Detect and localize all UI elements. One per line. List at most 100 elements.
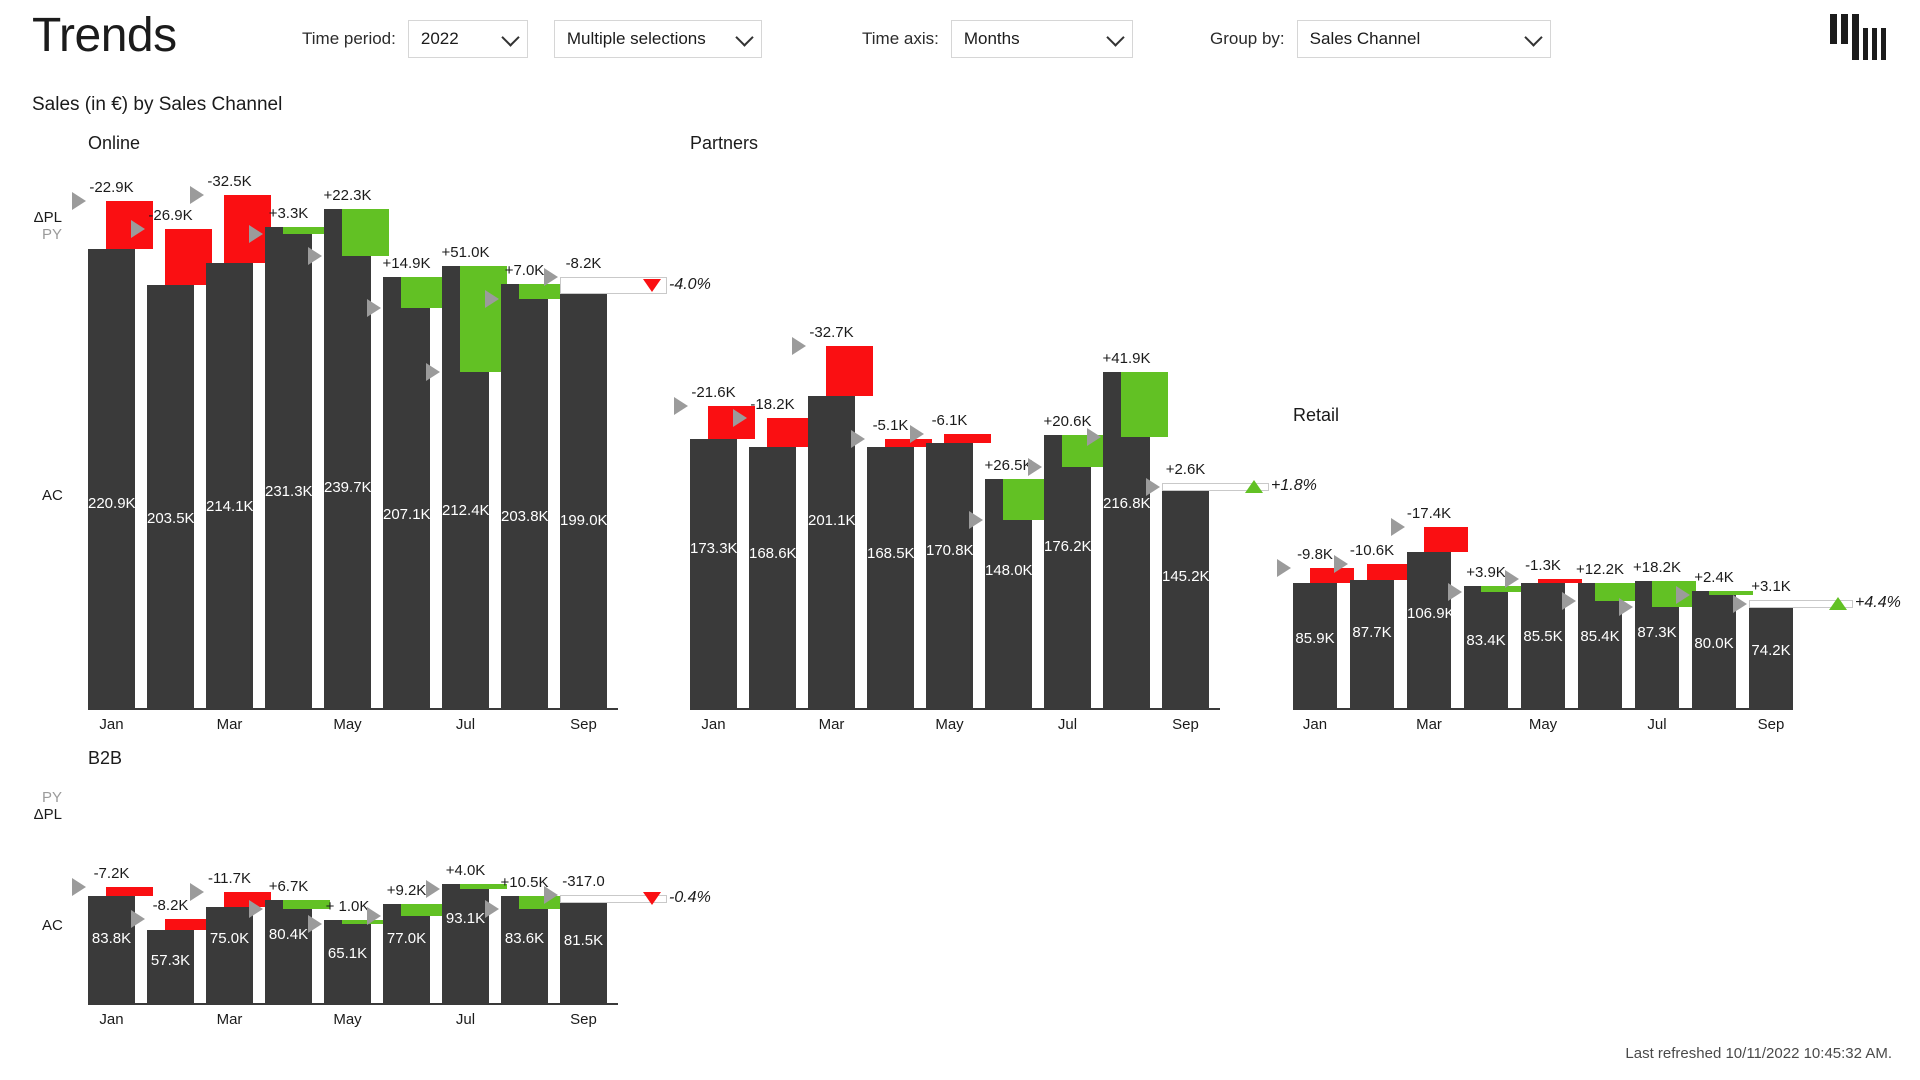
delta-bar-positive[interactable] [1062, 434, 1109, 467]
x-axis-tick: May [1528, 716, 1558, 733]
delta-bar-positive[interactable] [342, 919, 389, 924]
time-axis-label: Time axis: [862, 29, 939, 48]
delta-bar-negative[interactable] [885, 438, 932, 447]
ac-bar[interactable] [690, 439, 737, 708]
ac-bar[interactable] [265, 900, 312, 1003]
chart-title-partners: Partners [690, 133, 759, 153]
delta-bar-negative[interactable] [1538, 579, 1582, 584]
legend-py-label: PY [41, 789, 62, 806]
delta-bar-negative[interactable] [1424, 526, 1468, 552]
x-axis-line [690, 708, 1220, 710]
app-header: Trends Time period: 2022 Multiple select… [0, 0, 1920, 78]
ac-bar[interactable] [147, 284, 194, 708]
ac-bar[interactable] [324, 919, 371, 1003]
delta-bar-positive[interactable] [1595, 583, 1639, 602]
ac-bar[interactable] [206, 907, 253, 1003]
delta-bar-negative[interactable] [165, 919, 212, 930]
ac-value-label: 87.7K [1352, 624, 1392, 641]
group-by-dropdown[interactable]: Sales Channel [1296, 20, 1551, 58]
chart-title-retail: Retail [1293, 405, 1340, 425]
x-axis-tick: Mar [216, 1011, 243, 1028]
legend-delta-py: PY ΔPL [6, 789, 62, 824]
ac-bar[interactable] [88, 248, 135, 708]
py-reference-marker [249, 224, 263, 243]
py-reference-marker [131, 910, 145, 929]
delta-value-label: + 1.0K [325, 897, 370, 915]
ac-bar[interactable] [867, 446, 914, 708]
delta-bar-positive[interactable] [283, 900, 330, 909]
delta-bar-positive[interactable] [460, 883, 507, 889]
summary-arrow-up-icon [1829, 596, 1847, 610]
time-axis-dropdown[interactable]: Months [950, 20, 1133, 58]
delta-bar-negative[interactable] [106, 886, 153, 896]
delta-bar-negative[interactable] [826, 345, 873, 397]
delta-bar-negative[interactable] [708, 405, 755, 440]
year-dropdown[interactable]: 2022 [407, 20, 528, 58]
ac-bar[interactable] [560, 898, 607, 1003]
ac-bar[interactable] [749, 446, 796, 708]
ac-value-label: 231.3K [265, 483, 313, 500]
py-reference-marker [485, 900, 499, 919]
delta-bar-negative[interactable] [106, 200, 153, 249]
ac-bar[interactable] [265, 226, 312, 708]
filter-time-axis: Time axis: Months [862, 20, 1133, 58]
selection-dropdown[interactable]: Multiple selections [553, 20, 762, 58]
ac-bar[interactable] [560, 294, 607, 708]
ac-bar[interactable] [926, 443, 973, 708]
x-axis-tick: Jul [455, 1011, 476, 1028]
group-by-label: Group by: [1210, 29, 1285, 48]
ac-bar[interactable] [1692, 591, 1736, 708]
delta-bar-positive[interactable] [401, 904, 448, 917]
py-reference-marker [426, 879, 440, 898]
ac-bar[interactable] [88, 895, 135, 1003]
delta-bar-positive[interactable] [1709, 591, 1753, 596]
ac-value-label: 170.8K [926, 542, 974, 559]
delta-bar-positive[interactable] [283, 226, 330, 234]
chevron-down-icon [501, 28, 520, 47]
delta-bar-negative[interactable] [224, 195, 271, 263]
ac-bar[interactable] [501, 284, 548, 708]
delta-value-label: -22.9K [89, 178, 134, 196]
delta-bar-negative[interactable] [767, 418, 814, 447]
delta-bar-positive[interactable] [342, 209, 389, 256]
ac-bar[interactable] [1521, 583, 1565, 708]
x-axis-tick: Jul [1647, 716, 1667, 733]
ac-value-label: 81.5K [563, 932, 604, 949]
py-reference-marker [1146, 477, 1160, 496]
py-reference-marker [367, 907, 381, 926]
delta-value-label: -5.1K [872, 416, 909, 434]
ac-bar[interactable] [383, 904, 430, 1003]
delta-bar-positive[interactable] [460, 266, 507, 373]
ac-bar[interactable] [206, 262, 253, 708]
ac-bar[interactable] [1293, 582, 1337, 708]
ac-bar[interactable] [442, 883, 489, 1003]
ac-bar[interactable] [1464, 586, 1508, 708]
ac-bar[interactable] [1578, 583, 1622, 708]
ac-bar[interactable] [147, 929, 194, 1003]
delta-bar-positive[interactable] [519, 284, 566, 299]
delta-bar-positive[interactable] [519, 895, 566, 910]
delta-bar-negative[interactable] [944, 433, 991, 444]
chart-subtitle: Sales (in €) by Sales Channel [32, 94, 283, 115]
ac-value-label: 148.0K [985, 562, 1033, 579]
ac-bar[interactable] [1350, 579, 1394, 708]
ac-value-label: 201.1K [808, 512, 856, 529]
x-axis-tick: Sep [570, 1011, 597, 1028]
delta-bar-negative[interactable] [165, 228, 212, 285]
ac-bar[interactable] [1749, 599, 1793, 708]
delta-bar-positive[interactable] [401, 277, 448, 309]
ac-bar[interactable] [1044, 434, 1091, 708]
ac-bar[interactable] [324, 209, 371, 708]
ac-bar[interactable] [1162, 482, 1209, 708]
year-dropdown-value: 2022 [420, 29, 459, 48]
ac-bar[interactable] [383, 277, 430, 708]
delta-bar-positive[interactable] [1481, 586, 1525, 592]
delta-bar-negative[interactable] [1367, 564, 1411, 580]
delta-bar-positive[interactable] [1121, 371, 1168, 437]
ac-bar[interactable] [808, 396, 855, 708]
py-reference-marker [544, 268, 558, 287]
ac-bar[interactable] [501, 895, 548, 1003]
delta-value-label: +7.0K [504, 262, 545, 280]
delta-bar-positive[interactable] [1003, 478, 1050, 520]
ac-bar[interactable] [1407, 551, 1451, 708]
